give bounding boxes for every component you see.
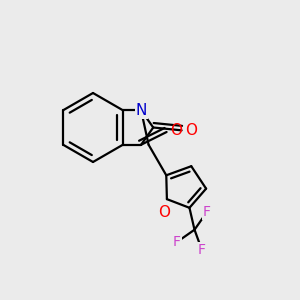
Text: F: F [173,235,181,249]
Text: F: F [203,205,211,219]
Text: N: N [135,103,147,118]
Text: O: O [170,123,182,138]
Text: O: O [185,123,197,138]
Text: F: F [198,243,206,257]
Text: O: O [158,205,170,220]
